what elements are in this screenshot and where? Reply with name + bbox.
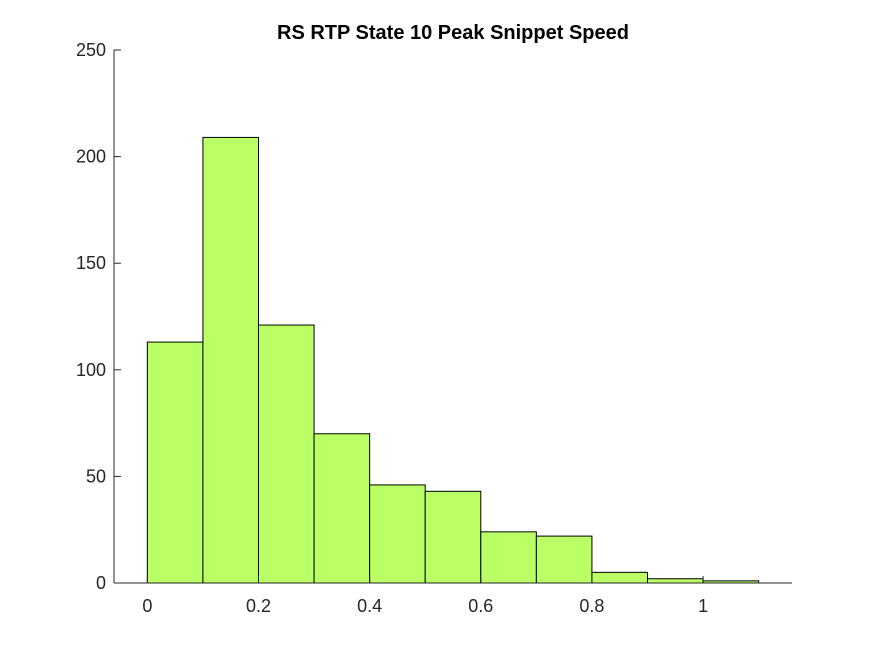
y-tick-label: 100 (76, 360, 106, 380)
histogram-bar (369, 484, 426, 584)
x-tick-label: 0.2 (246, 596, 271, 616)
x-tick-label: 0.6 (468, 596, 493, 616)
y-tick-label: 0 (96, 573, 106, 593)
chart-title: RS RTP State 10 Peak Snippet Speed (277, 22, 629, 44)
bars-group (146, 136, 760, 584)
histogram-bar (535, 535, 593, 584)
y-ticks-group: 0 50 100 150 200 250 (76, 40, 121, 593)
x-tick-label: 0.4 (357, 596, 382, 616)
histogram-bar (146, 341, 204, 584)
y-tick-label: 50 (86, 466, 106, 486)
x-tick-label: 0 (142, 596, 152, 616)
histogram-bar (480, 531, 537, 584)
x-tick-label: 0.8 (579, 596, 604, 616)
histogram-bar (424, 490, 482, 584)
histogram-bar (202, 136, 259, 584)
y-tick-label: 200 (76, 147, 106, 167)
histogram-bar (257, 324, 315, 584)
axes-group (113, 50, 792, 584)
histogram-bar (591, 571, 649, 584)
histogram-bar (647, 578, 704, 584)
y-tick-label: 150 (76, 253, 106, 273)
x-tick-label: 1 (698, 596, 708, 616)
histogram-bar (313, 433, 371, 584)
y-tick-label: 250 (76, 40, 106, 60)
x-ticks-group: 0 0.2 0.4 0.6 0.8 1 (142, 576, 708, 616)
